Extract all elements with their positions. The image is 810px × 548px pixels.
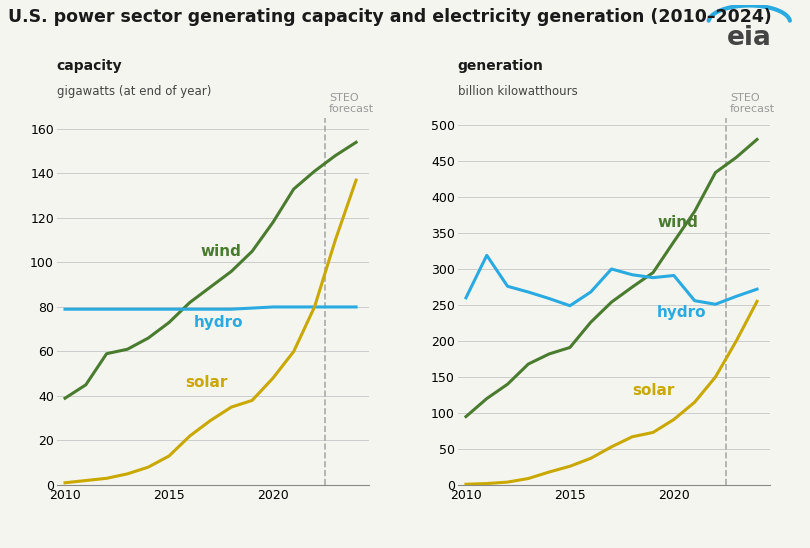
- Text: wind: wind: [657, 215, 698, 230]
- Text: hydro: hydro: [194, 315, 244, 330]
- Text: STEO
forecast: STEO forecast: [329, 93, 374, 114]
- Text: gigawatts (at end of year): gigawatts (at end of year): [57, 85, 211, 98]
- Text: wind: wind: [200, 244, 241, 259]
- Text: U.S. power sector generating capacity and electricity generation (2010–2024): U.S. power sector generating capacity an…: [8, 8, 772, 26]
- Text: capacity: capacity: [57, 59, 122, 73]
- Text: generation: generation: [458, 59, 544, 73]
- Text: solar: solar: [185, 375, 228, 390]
- Text: billion kilowatthours: billion kilowatthours: [458, 85, 578, 98]
- Text: STEO
forecast: STEO forecast: [730, 93, 775, 114]
- Text: eia: eia: [727, 25, 772, 51]
- Text: solar: solar: [633, 383, 675, 398]
- Text: hydro: hydro: [657, 305, 707, 319]
